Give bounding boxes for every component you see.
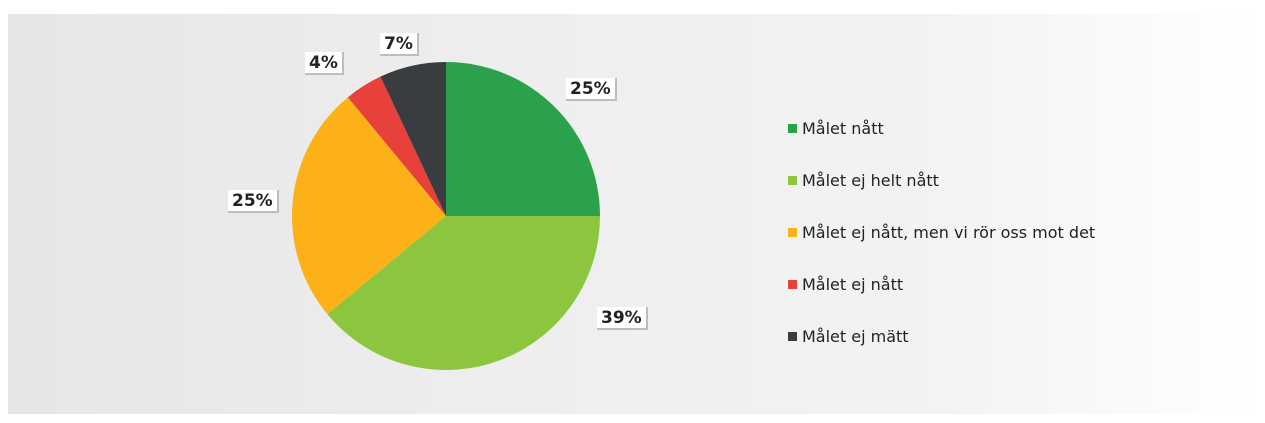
legend-label: Målet ej nått bbox=[802, 274, 904, 294]
chart-legend: Målet nått Målet ej helt nått Målet ej nåt… bbox=[788, 118, 1095, 378]
legend-label: Målet ej nått, men vi rör oss mot det bbox=[802, 222, 1096, 242]
legend-item-5: Målet ej mätt bbox=[788, 326, 1095, 346]
legend-swatch-icon bbox=[788, 227, 797, 237]
legend-label: Målet nått bbox=[802, 118, 884, 138]
legend-swatch-icon bbox=[788, 175, 797, 185]
legend-swatch-icon bbox=[788, 331, 797, 341]
legend-swatch-icon bbox=[788, 123, 797, 133]
data-label-2: 39% bbox=[597, 307, 648, 330]
data-label-3: 25% bbox=[228, 190, 279, 213]
pie-slice-3 bbox=[292, 97, 446, 315]
legend-item-1: Målet nått bbox=[788, 118, 1095, 138]
chart-frame bbox=[8, 14, 1257, 414]
legend-label: Målet ej mätt bbox=[802, 326, 909, 346]
data-label-4: 4% bbox=[305, 52, 344, 75]
pie-slice-2 bbox=[327, 216, 600, 370]
pie-slice-1 bbox=[446, 62, 600, 216]
pie-slice-4 bbox=[347, 76, 446, 216]
legend-item-4: Målet ej nått bbox=[788, 274, 1095, 294]
data-label-1: 25% bbox=[566, 78, 617, 101]
legend-label: Målet ej helt nått bbox=[802, 170, 939, 190]
legend-item-2: Målet ej helt nått bbox=[788, 170, 1095, 190]
legend-item-3: Målet ej nått, men vi rör oss mot det bbox=[788, 222, 1095, 242]
data-label-5: 7% bbox=[380, 33, 419, 56]
legend-swatch-icon bbox=[788, 279, 797, 289]
pie-slice-5 bbox=[380, 62, 446, 216]
